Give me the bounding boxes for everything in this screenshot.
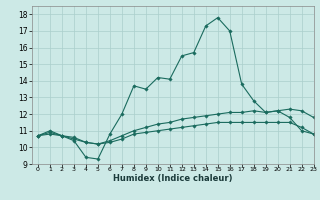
X-axis label: Humidex (Indice chaleur): Humidex (Indice chaleur) bbox=[113, 174, 233, 183]
